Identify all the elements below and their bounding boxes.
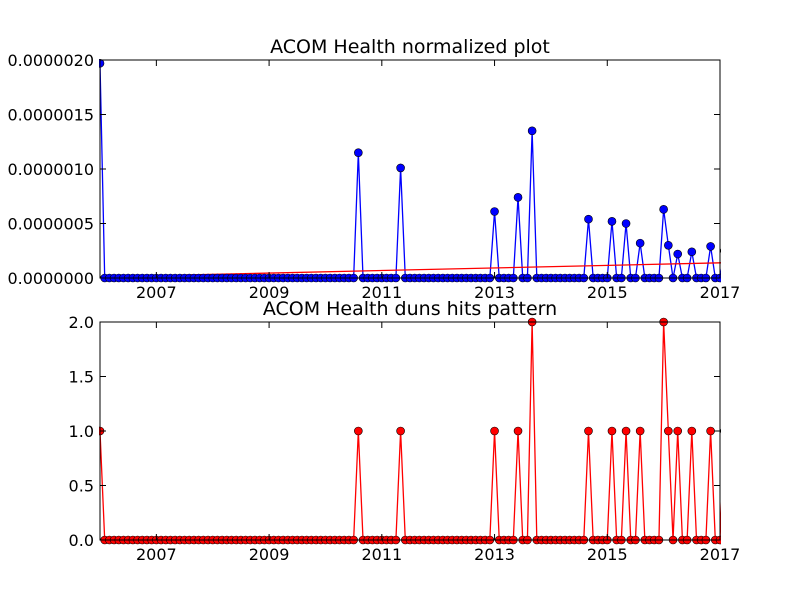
data-point	[490, 426, 499, 436]
normalized-plot-chart: ACOM Health normalized plot 2007 2009 2011…	[7, 36, 740, 302]
chart-title: ACOM Health normalized plot	[270, 36, 550, 58]
axis-ticks: 2007 2009 2011 2013 2015 2017 0.0000000 0.00000…	[7, 51, 740, 302]
y-tick-label: 0.0000015	[7, 106, 94, 125]
data-point	[664, 241, 673, 250]
data-point	[720, 428, 721, 434]
y-tick-label: 2.0	[69, 313, 94, 332]
y-tick-label: 0.0000010	[7, 160, 94, 179]
duns-hits-chart: ACOM Health duns hits pattern 2007 2009 20…	[69, 298, 741, 564]
data-point	[720, 248, 721, 253]
data-point	[354, 148, 363, 157]
data-point	[635, 426, 645, 436]
data-point	[706, 426, 715, 436]
plot-area	[99, 58, 721, 283]
data-point	[621, 219, 631, 228]
x-tick-label: 2013	[474, 283, 515, 302]
x-tick-label: 2013	[474, 545, 515, 564]
x-tick-label: 2015	[587, 283, 628, 302]
data-point	[635, 238, 645, 248]
data-point	[354, 426, 363, 436]
data-point	[664, 426, 673, 436]
x-tick-label: 2007	[136, 283, 177, 302]
y-tick-label: 1.0	[69, 422, 94, 441]
series-line	[99, 63, 721, 279]
x-tick-label: 2011	[361, 283, 402, 302]
data-point	[621, 426, 631, 436]
data-point	[584, 214, 593, 224]
data-point	[513, 193, 523, 202]
data-point	[607, 426, 617, 436]
y-tick-label: 0.0000005	[7, 215, 94, 234]
data-point	[673, 249, 683, 259]
y-tick-label: 0.0	[69, 531, 94, 550]
data-point	[513, 426, 523, 436]
data-point	[607, 217, 617, 226]
x-tick-label: 2009	[249, 545, 290, 564]
data-point	[396, 163, 405, 173]
data-point	[396, 426, 405, 436]
plot-marks	[99, 58, 721, 283]
plot-frame	[99, 59, 721, 279]
chart-title: ACOM Health duns hits pattern	[263, 298, 557, 320]
y-tick-label: 1.5	[69, 368, 94, 387]
x-tick-label: 2007	[136, 545, 177, 564]
x-tick-label: 2011	[361, 545, 402, 564]
x-tick-label: 2009	[249, 283, 290, 302]
plot-frame	[99, 321, 721, 541]
data-point	[673, 426, 683, 436]
data-point	[584, 426, 593, 436]
data-point	[527, 126, 537, 136]
y-tick-label: 0.0000020	[7, 51, 94, 70]
data-point	[706, 242, 715, 251]
data-point	[687, 426, 697, 436]
plot-area	[99, 317, 721, 545]
data-point	[687, 247, 697, 257]
plot-marks	[99, 317, 721, 545]
y-tick-label: 0.5	[69, 477, 94, 496]
series-line	[99, 321, 721, 541]
axis-ticks: 2007 2009 2011 2013 2015 2017 0.0 0.5 1.0 1.5 2.0	[69, 313, 741, 564]
x-tick-label: 2017	[700, 545, 741, 564]
x-tick-label: 2017	[700, 283, 741, 302]
data-point	[490, 207, 499, 216]
y-tick-label: 0.0000000	[7, 269, 94, 288]
x-tick-label: 2015	[587, 545, 628, 564]
data-point	[659, 205, 668, 214]
